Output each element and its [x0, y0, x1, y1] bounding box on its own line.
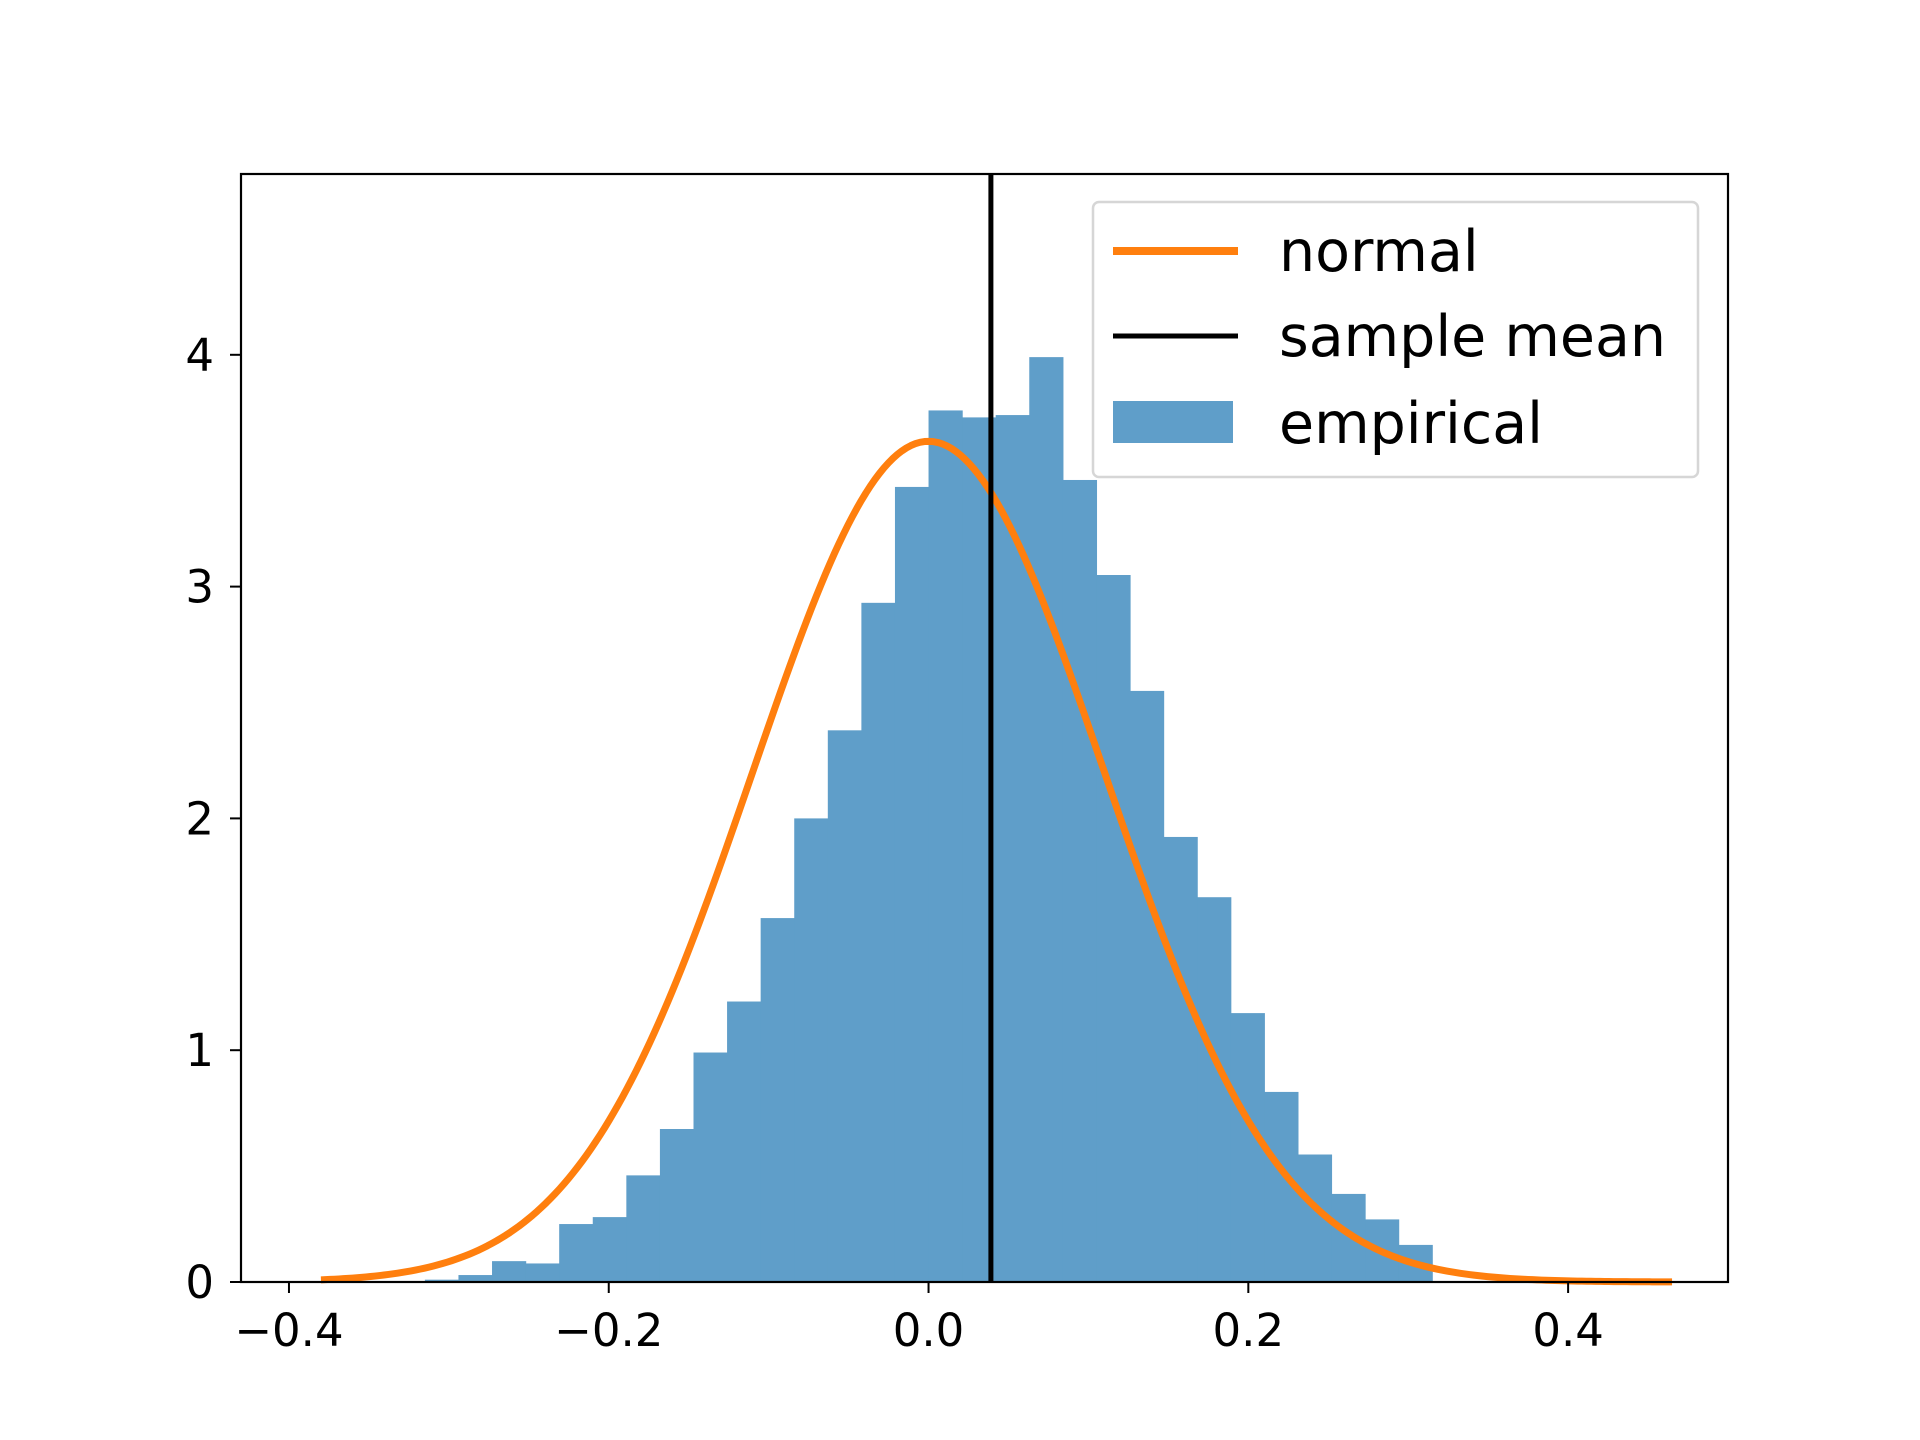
y-tick-label: 2 — [185, 792, 214, 845]
histogram-bar — [1096, 575, 1131, 1282]
histogram-bar — [1163, 836, 1198, 1282]
histogram-bars — [424, 357, 1433, 1283]
y-tick-label: 3 — [185, 561, 214, 614]
y-tick-label: 1 — [185, 1024, 214, 1077]
legend-normal-label: normal — [1279, 219, 1479, 285]
y-axis-ticks: 0 1 2 3 4 — [185, 329, 241, 1309]
histogram-bar — [1029, 357, 1064, 1282]
histogram-bar — [827, 730, 862, 1282]
histogram-bar — [760, 918, 795, 1282]
x-tick-label: 0.4 — [1532, 1304, 1604, 1357]
histogram-bar — [693, 1052, 728, 1282]
x-tick-label: −0.2 — [554, 1304, 663, 1357]
histogram-bar — [1130, 690, 1165, 1282]
axes-frame — [239, 172, 1730, 1284]
histogram-bar — [626, 1175, 661, 1282]
normal-curve-layer — [320, 437, 1673, 1286]
legend-empirical-label: empirical — [1279, 391, 1543, 457]
histogram-bar — [727, 1001, 762, 1282]
histogram-bar — [525, 1263, 560, 1282]
x-tick-label: 0.0 — [893, 1304, 965, 1357]
histogram-bar — [559, 1224, 594, 1282]
histogram-bar — [995, 415, 1030, 1282]
x-tick-label: −0.4 — [234, 1304, 343, 1357]
histogram-bar — [458, 1275, 493, 1282]
histogram-bar — [1197, 897, 1232, 1282]
histogram-bar — [1230, 1013, 1265, 1282]
legend-sample-mean-label: sample mean — [1279, 304, 1666, 370]
histogram-bar — [592, 1217, 627, 1282]
histogram-bar — [894, 486, 930, 1282]
histogram-bar — [492, 1261, 527, 1282]
legend-empirical-swatch — [1113, 401, 1233, 443]
histogram-bar — [1062, 479, 1098, 1283]
x-axis-ticks: −0.4 −0.2 0.0 0.2 0.4 — [234, 1282, 1604, 1357]
x-tick-label: 0.2 — [1213, 1304, 1285, 1357]
normal-curve — [320, 437, 1673, 1286]
histogram-bar — [794, 818, 829, 1282]
histogram-bar — [659, 1129, 695, 1282]
y-tick-label: 4 — [185, 329, 214, 382]
histogram-bar — [928, 410, 963, 1282]
legend-frame — [1091, 200, 1700, 479]
legend: normal sample mean empirical — [1091, 200, 1700, 479]
histogram-bar — [861, 602, 896, 1282]
histogram-bar — [424, 1279, 460, 1282]
y-tick-label: 0 — [185, 1256, 214, 1309]
